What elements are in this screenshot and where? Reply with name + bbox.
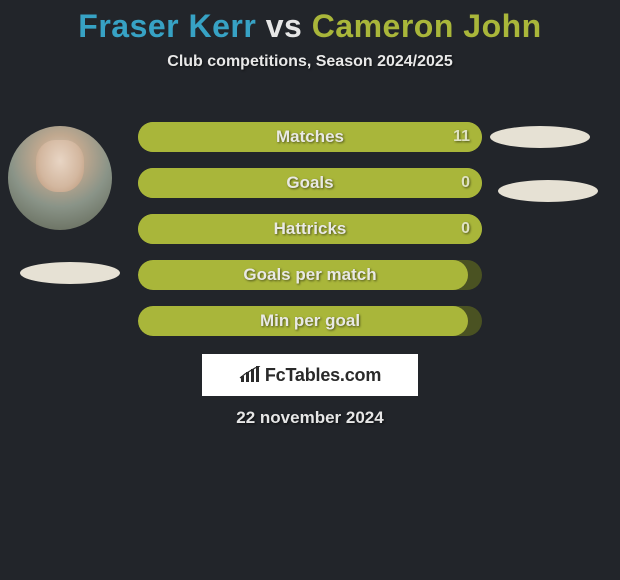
watermark: FcTables.com <box>202 354 418 396</box>
stat-row: Goals0 <box>138 168 482 198</box>
stat-row: Hattricks0 <box>138 214 482 244</box>
stat-row: Goals per match <box>138 260 482 290</box>
vs-text: vs <box>266 8 303 44</box>
stat-label: Hattricks <box>138 214 482 244</box>
player1-avatar <box>8 126 112 230</box>
stat-label: Matches <box>138 122 482 152</box>
stat-value: 11 <box>453 122 470 152</box>
player1-name-pill <box>20 262 120 284</box>
player1-name: Fraser Kerr <box>78 8 256 44</box>
stat-value: 0 <box>461 168 470 198</box>
stat-label: Goals per match <box>138 260 482 290</box>
watermark-text: FcTables.com <box>265 365 381 386</box>
player2-name-pill <box>498 180 598 202</box>
stat-value: 0 <box>461 214 470 244</box>
chart-bars-icon <box>239 366 261 384</box>
subtitle: Club competitions, Season 2024/2025 <box>0 53 620 71</box>
date-text: 22 november 2024 <box>0 408 620 428</box>
stat-row: Matches11 <box>138 122 482 152</box>
stat-row: Min per goal <box>138 306 482 336</box>
stat-label: Goals <box>138 168 482 198</box>
stat-label: Min per goal <box>138 306 482 336</box>
stats-chart: Matches11Goals0Hattricks0Goals per match… <box>138 122 482 352</box>
player2-name: Cameron John <box>312 8 542 44</box>
player2-name-pill <box>490 126 590 148</box>
page-title: Fraser Kerr vs Cameron John <box>0 0 620 45</box>
